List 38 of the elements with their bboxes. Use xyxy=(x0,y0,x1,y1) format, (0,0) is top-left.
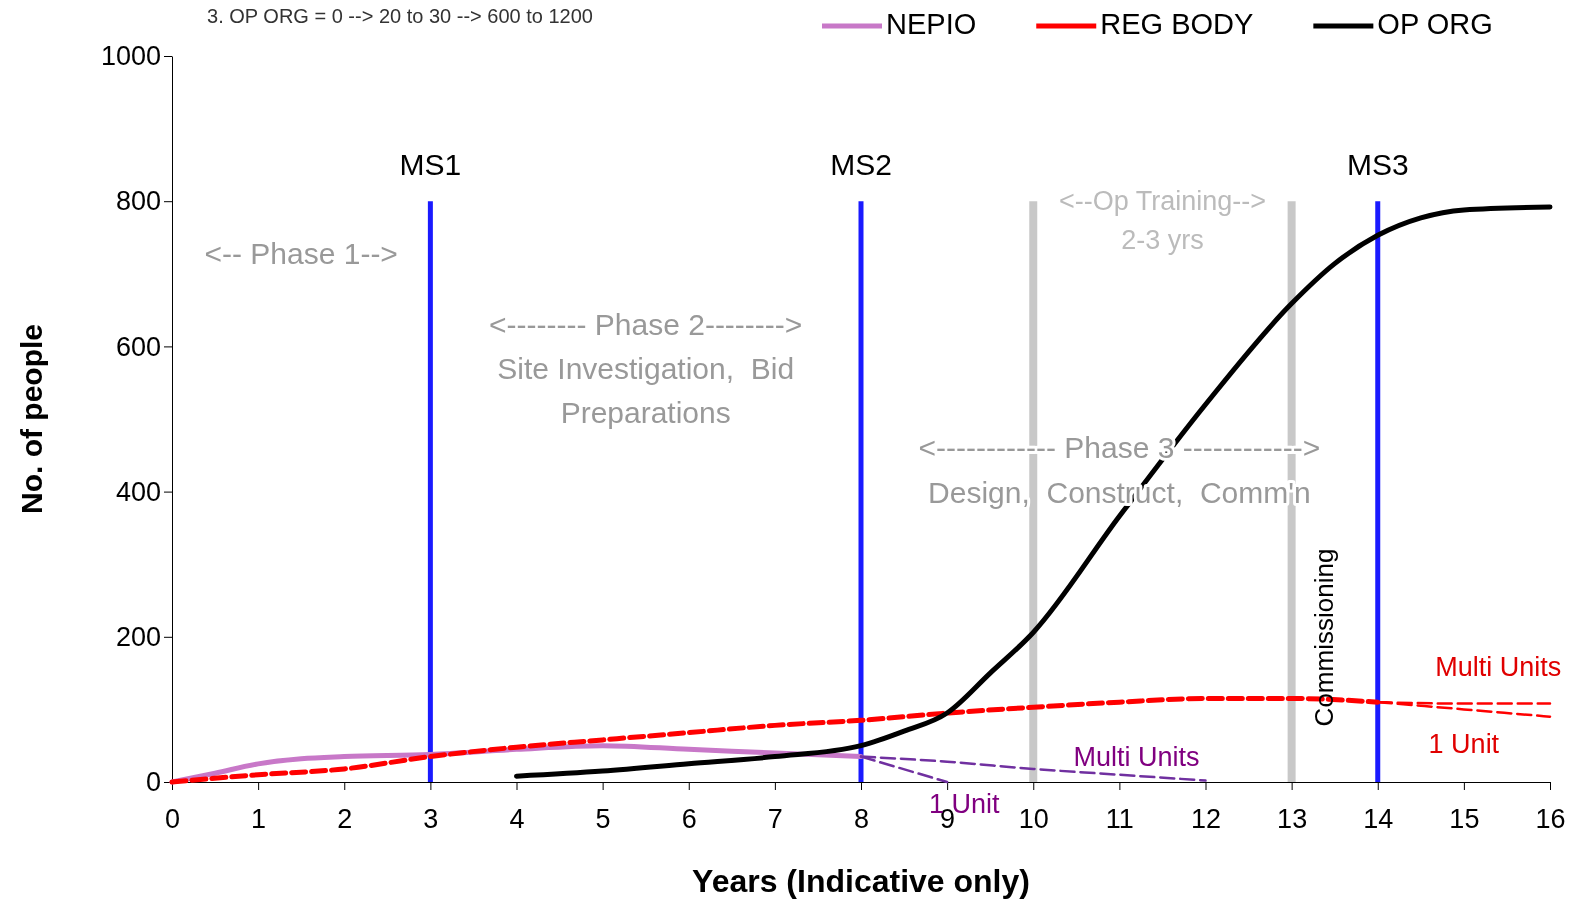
x-tick-label: 5 xyxy=(595,804,611,835)
y-tick-label: 400 xyxy=(115,476,161,507)
annotation: Multi Units xyxy=(1435,652,1562,683)
x-tick-label: 1 xyxy=(251,804,267,835)
annotation: <-- Phase 1--> xyxy=(204,237,398,271)
text: 3. OP ORG = 0 --> 20 to 30 --> 600 to 1200 xyxy=(207,5,593,28)
legend-label: REG BODY xyxy=(1100,7,1254,40)
annotation: <--Op Training--> 2-3 yrs xyxy=(1058,186,1266,256)
x-tick-label: 4 xyxy=(509,804,525,835)
x-tick-label: 6 xyxy=(681,804,697,835)
ref-line-label: MS3 xyxy=(1346,148,1409,182)
x-tick-label: 15 xyxy=(1449,804,1480,835)
x-tick-label: 8 xyxy=(853,804,870,835)
ref-line-label: MS2 xyxy=(830,148,892,182)
x-axis-title: Years (Indicative only) xyxy=(692,863,1030,899)
x-tick-label: 11 xyxy=(1105,804,1134,835)
y-tick-label: 600 xyxy=(115,331,161,362)
x-tick-label: 10 xyxy=(1018,804,1049,835)
y-tick-label: 800 xyxy=(115,186,161,217)
y-tick-label: 0 xyxy=(145,767,161,798)
x-tick-label: 7 xyxy=(767,804,783,835)
y-axis-title: No. of people xyxy=(15,324,48,514)
ref-line-label: MS1 xyxy=(399,148,462,182)
y-tick-label: 1000 xyxy=(100,41,161,72)
annotation: Multi Units xyxy=(1073,741,1200,772)
annotation: 1 Unit xyxy=(1428,728,1500,759)
y-tick-label: 200 xyxy=(115,621,161,652)
x-tick-label: 16 xyxy=(1535,804,1566,835)
x-tick-label: 0 xyxy=(164,804,181,835)
legend-label: NEPIO xyxy=(886,7,977,40)
x-tick-label: 14 xyxy=(1363,804,1394,835)
x-tick-label: 2 xyxy=(337,804,353,835)
annotation: Commissioning xyxy=(1308,548,1339,727)
x-tick-label: 12 xyxy=(1190,804,1222,835)
x-tick-label: 13 xyxy=(1277,804,1308,835)
annotation: <-------- Phase 2--------> Site Investigation, Bid Preparations xyxy=(489,307,803,429)
legend-label: OP ORG xyxy=(1377,7,1493,40)
x-tick-label: 3 xyxy=(423,804,439,835)
